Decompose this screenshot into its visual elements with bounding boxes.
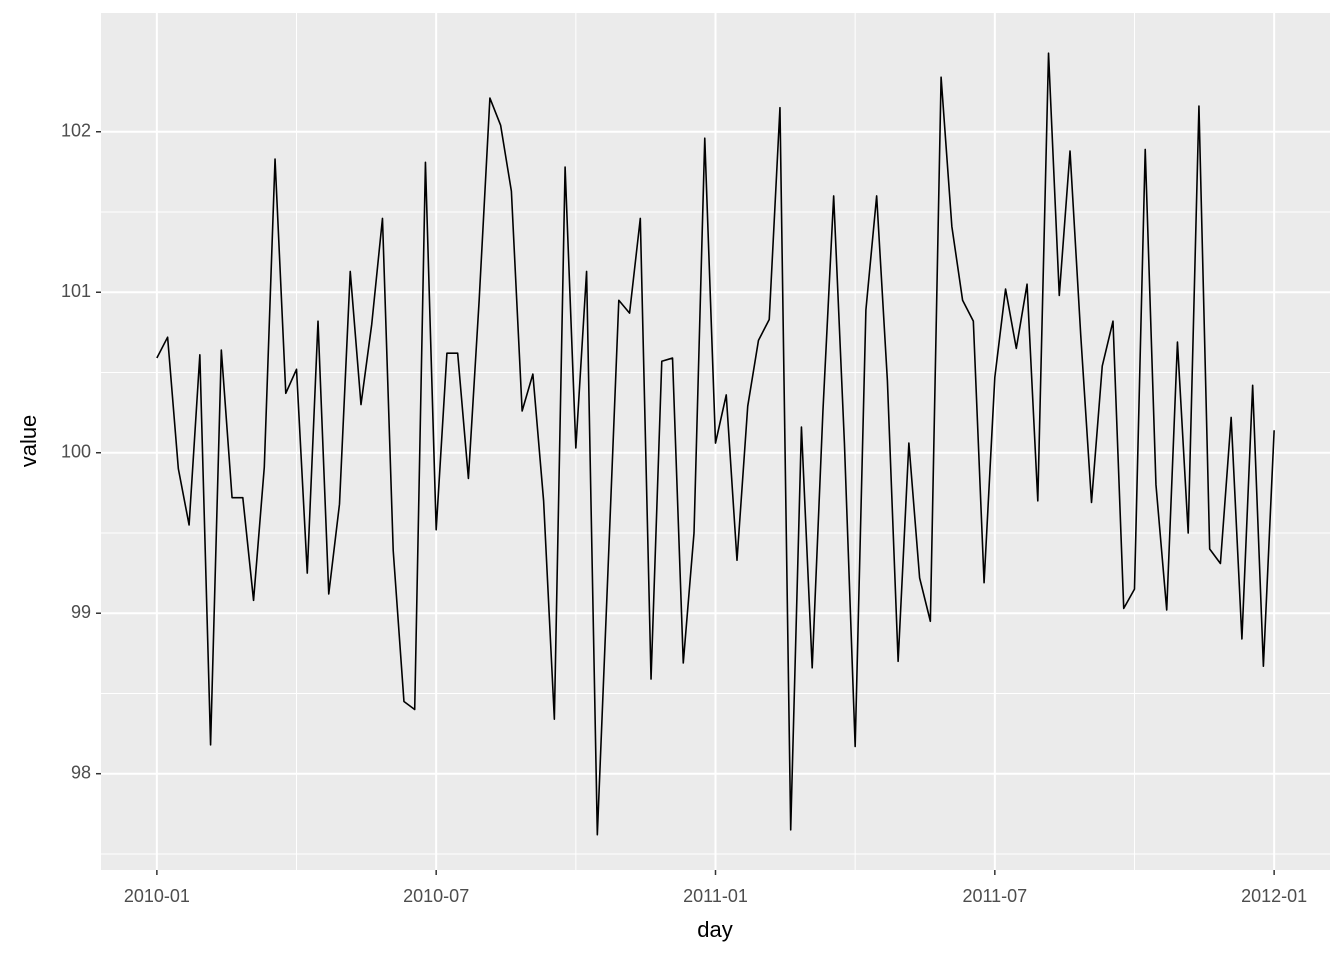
x-tick-label: 2010-07	[403, 886, 469, 906]
x-tick-label: 2010-01	[124, 886, 190, 906]
x-tick-label: 2012-01	[1241, 886, 1307, 906]
y-axis-title: value	[16, 415, 41, 468]
y-tick-label: 100	[61, 441, 91, 461]
x-tick-label: 2011-01	[683, 886, 748, 906]
data-line	[156, 52, 1275, 836]
y-tick-label: 101	[61, 281, 91, 301]
y-tick-label: 102	[61, 121, 91, 141]
y-tick-label: 98	[71, 762, 91, 782]
x-tick-label: 2011-07	[962, 886, 1027, 906]
y-tick-label: 99	[71, 602, 91, 622]
x-axis-title: day	[697, 917, 732, 942]
